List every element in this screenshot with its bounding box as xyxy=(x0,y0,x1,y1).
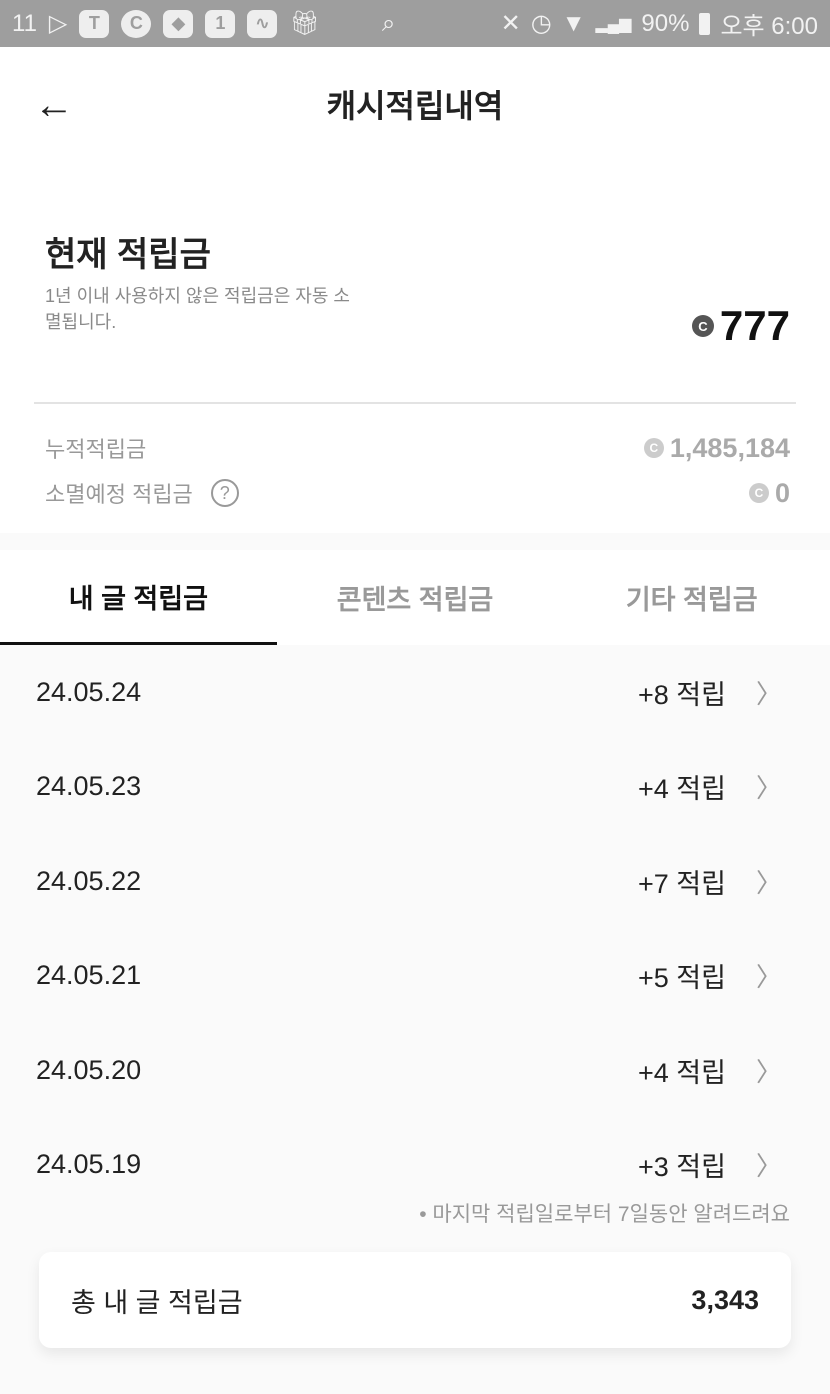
11st-icon: ▷ xyxy=(48,10,68,37)
coin-icon: C xyxy=(748,483,769,503)
coin-icon: C xyxy=(691,315,714,337)
total-value: 3,343 xyxy=(691,1284,759,1315)
tmap-icon: T xyxy=(79,9,110,38)
tab-contents[interactable]: 콘텐츠 적립금 xyxy=(336,585,494,615)
entry-amount: +5 적립 xyxy=(638,963,726,994)
entry-date: 24.05.22 xyxy=(36,865,142,896)
coin-icon: C xyxy=(643,438,664,458)
chevron-right-icon: 〉 xyxy=(755,773,782,804)
entry-amount: +4 적립 xyxy=(638,1057,726,1088)
entry-amount: +7 적립 xyxy=(638,868,726,899)
expiring-label: 소멸예정 적립금 xyxy=(45,482,193,507)
cumulative-value: 1,485,184 xyxy=(669,432,790,463)
cumulative-row: 누적적립금 C 1,485,184 xyxy=(45,432,790,464)
one-icon: 1 xyxy=(205,9,236,38)
entry-amount: +8 적립 xyxy=(638,679,726,710)
current-balance-title: 현재 적립금 xyxy=(45,236,211,274)
list-item[interactable]: 24.05.23 +4 적립 〉 xyxy=(0,740,830,835)
chevron-right-icon: 〉 xyxy=(755,1056,782,1087)
battery-icon xyxy=(699,12,711,35)
chevron-right-icon: 〉 xyxy=(755,962,782,993)
wifi-icon: ▼ xyxy=(561,9,586,37)
total-label: 총 내 글 적립금 xyxy=(71,1287,243,1318)
c-icon: C xyxy=(121,9,152,38)
divider xyxy=(34,402,796,404)
summary-section: ← 캐시적립내역 현재 적립금 1년 이내 사용하지 않은 적립금은 자동 소멸… xyxy=(0,47,830,533)
balance-value: 777 xyxy=(719,302,790,349)
list-item[interactable]: 24.05.24 +8 적립 〉 xyxy=(0,645,830,740)
entry-date: 24.05.21 xyxy=(36,960,142,991)
notice-text: • 마지막 적립일로부터 7일동안 알려드려요 xyxy=(419,1203,790,1226)
status-left-text: 11 xyxy=(12,9,37,37)
total-card: 총 내 글 적립금 3,343 xyxy=(39,1252,791,1348)
battery-percent: 90% xyxy=(641,9,690,37)
entry-amount: +4 적립 xyxy=(638,774,726,805)
entry-date: 24.05.20 xyxy=(36,1054,142,1085)
list-item[interactable]: 24.05.21 +5 적립 〉 xyxy=(0,929,830,1024)
activity-icon: ∿ xyxy=(247,9,278,38)
mute-icon: ✕ xyxy=(500,10,521,37)
chevron-right-icon: 〉 xyxy=(755,867,782,898)
chevron-right-icon: 〉 xyxy=(755,1151,782,1182)
entry-amount: +3 적립 xyxy=(638,1152,726,1183)
tab-bar: 내 글 적립금 콘텐츠 적립금 기타 적립금 xyxy=(0,550,830,645)
tab-other[interactable]: 기타 적립금 xyxy=(625,585,758,615)
search-chart-icon: ⌕ xyxy=(381,9,396,37)
signal-icon: ▂▄▆ xyxy=(595,15,632,33)
expiring-value: 0 xyxy=(774,477,790,508)
list-item[interactable]: 24.05.22 +7 적립 〉 xyxy=(0,834,830,929)
shield-icon: ◆ xyxy=(163,9,194,38)
list-item[interactable]: 24.05.20 +4 적립 〉 xyxy=(0,1023,830,1118)
page-title: 캐시적립내역 xyxy=(326,88,504,124)
arrow-left-icon[interactable]: ← xyxy=(34,83,74,127)
status-bar: 11 ▷ T C ◆ 1 ∿ 🎁︎ ⌕ ✕ ◷ ▼ ▂▄▆ 90% 오후 6:00 xyxy=(0,0,830,47)
question-circle-icon[interactable]: ? xyxy=(210,479,239,507)
alarm-icon: ◷ xyxy=(530,10,552,37)
clock: 오후 6:00 xyxy=(720,13,818,40)
entry-date: 24.05.19 xyxy=(36,1149,142,1180)
gift-icon: 🎁︎ xyxy=(289,10,320,37)
chevron-right-icon: 〉 xyxy=(755,678,782,709)
tab-my-posts[interactable]: 내 글 적립금 xyxy=(0,550,277,645)
entry-list: 24.05.24 +8 적립 〉 24.05.23 +4 적립 〉 24.05.22 +7… xyxy=(0,645,830,1212)
list-item[interactable]: 24.05.19 +3 적립 〉 xyxy=(0,1118,830,1213)
entry-date: 24.05.23 xyxy=(36,771,142,802)
cumulative-label: 누적적립금 xyxy=(45,437,147,462)
entry-date: 24.05.24 xyxy=(36,676,142,707)
current-balance: C 777 xyxy=(691,302,790,350)
expiry-description: 1년 이내 사용하지 않은 적립금은 자동 소멸됩니다. xyxy=(45,286,350,332)
